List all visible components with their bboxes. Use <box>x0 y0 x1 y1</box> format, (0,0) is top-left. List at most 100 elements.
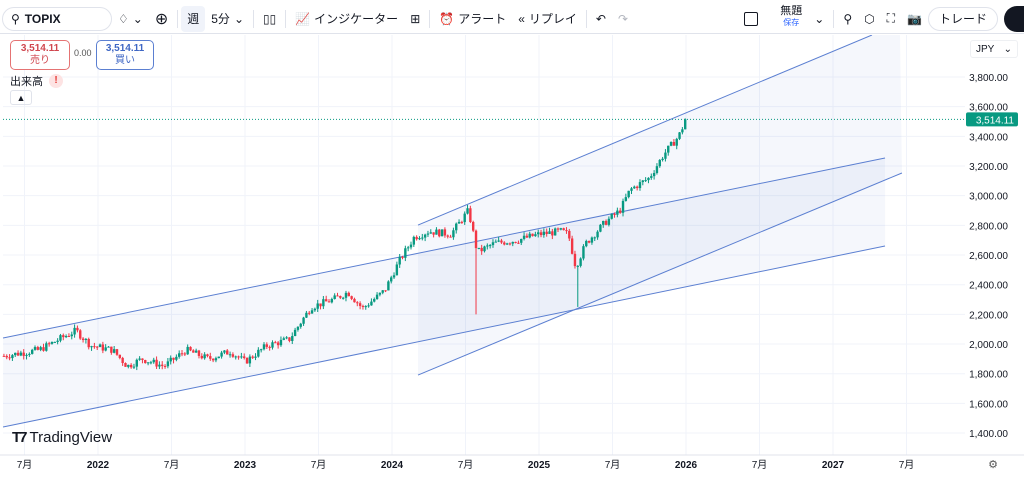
sell-button[interactable]: 3,514.11 売り <box>10 40 70 70</box>
trade-button[interactable]: トレード <box>927 6 998 31</box>
candle-body <box>638 182 642 189</box>
symbol-label: TOPIX <box>24 11 61 26</box>
candle-body <box>79 330 82 339</box>
buy-label: 買い <box>115 55 135 66</box>
templates-button[interactable]: ⊞ <box>404 6 426 32</box>
settings-button[interactable]: ⬡ <box>858 6 880 32</box>
interval-dropdown[interactable]: 5分 ⌄ <box>205 6 250 32</box>
candle-body <box>144 360 147 364</box>
warning-icon[interactable]: ! <box>49 74 63 88</box>
replay-label: リプレイ <box>528 12 577 26</box>
candle-body <box>197 350 201 356</box>
candle-body <box>655 166 659 174</box>
candle-body <box>214 358 218 361</box>
y-tick-label: 1,400.00 <box>969 429 1008 440</box>
interval-week-button[interactable]: 週 <box>181 5 206 32</box>
candle-body <box>613 213 616 215</box>
chart-type-button[interactable]: ▯▯ <box>257 6 282 32</box>
volume-indicator[interactable]: 出来高! <box>10 73 63 89</box>
steep-channel-fill <box>418 35 902 376</box>
y-tick-label: 3,600.00 <box>969 103 1008 114</box>
candle-body <box>553 228 557 236</box>
steep-channel-lower <box>417 172 903 376</box>
candle-body <box>361 305 365 307</box>
candle-body <box>573 253 577 267</box>
candle-body <box>511 241 514 244</box>
indicators-button[interactable]: 📈 インジケーター <box>289 6 404 32</box>
avatar[interactable] <box>1004 5 1024 32</box>
compare-dropdown[interactable]: ♢ ⌄ <box>112 6 149 32</box>
candle-body <box>155 359 158 367</box>
long-channel-lower <box>2 245 886 428</box>
candle-body <box>112 349 116 353</box>
layout-name[interactable]: 無題 保存 <box>774 4 808 32</box>
buy-button[interactable]: 3,514.11 買い <box>96 40 154 70</box>
replay-button[interactable]: «リプレイ <box>512 6 583 32</box>
candle-body <box>152 359 155 363</box>
candle-body <box>124 363 127 367</box>
candle-body <box>67 336 71 338</box>
candle-body <box>316 303 319 309</box>
currency-dropdown[interactable]: JPY ⌄ <box>970 40 1018 58</box>
candle-body <box>274 342 277 344</box>
symbol-search[interactable]: ⚲ TOPIX <box>2 6 112 31</box>
x-tick-label: 2023 <box>234 460 257 471</box>
fullscreen-button[interactable]: ⛶ <box>881 6 901 32</box>
axis-settings-icon[interactable]: ⚙ <box>988 459 998 471</box>
sell-label: 売り <box>30 55 50 66</box>
candle-body <box>8 357 11 359</box>
candle-body <box>76 327 79 331</box>
candle-body <box>474 230 478 249</box>
candle-body <box>621 200 625 213</box>
candle-body <box>302 317 305 324</box>
steep-channel-upper <box>417 35 873 226</box>
quick-search-button[interactable]: ⚲ <box>837 6 858 32</box>
candle-body <box>681 129 684 133</box>
candle-body <box>16 352 20 356</box>
add-symbol-button[interactable]: ⊕ <box>149 6 174 32</box>
candle-body <box>525 235 529 238</box>
undo-button[interactable]: ↶ <box>590 6 612 32</box>
candle-body <box>138 358 141 360</box>
candle-body <box>435 229 438 235</box>
candle-body <box>192 350 195 353</box>
candle-body <box>104 347 107 351</box>
divider <box>585 9 587 28</box>
candle-body <box>14 352 17 356</box>
snapshot-button[interactable]: 📷 <box>901 6 928 32</box>
candle-body <box>477 247 481 249</box>
x-tick-label: 7月 <box>605 459 621 471</box>
candle-body <box>607 218 611 225</box>
alert-button[interactable]: ⏰ アラート <box>433 6 512 32</box>
candle-body <box>378 292 382 295</box>
grid-icon: ⊞ <box>410 11 421 26</box>
candle-body <box>390 277 393 282</box>
y-tick-label: 3,400.00 <box>969 132 1008 143</box>
tradingview-logo[interactable]: T7 TradingView <box>12 429 112 446</box>
divider <box>177 9 179 28</box>
candle-body <box>565 230 568 232</box>
layout-button[interactable] <box>738 6 764 32</box>
candle-body <box>452 230 455 238</box>
candle-body <box>480 247 483 252</box>
candle-body <box>684 119 687 130</box>
candle-body <box>285 337 288 339</box>
collapse-button[interactable]: ▲ <box>10 90 32 105</box>
layout-title: 無題 <box>780 4 803 17</box>
candle-body <box>19 352 23 356</box>
diamond-icon: ♢ <box>118 11 129 26</box>
candle-body <box>401 256 404 258</box>
layout-dropdown[interactable]: ⌄ <box>808 6 830 32</box>
candle-body <box>347 292 351 297</box>
x-tick-label: 2027 <box>822 460 845 471</box>
candle-body <box>45 343 48 351</box>
candle-body <box>392 275 396 278</box>
candle-body <box>387 281 390 291</box>
price-chart[interactable]: 1,400.00 1,600.00 1,800.00 2,000.00 2,200.00… <box>0 35 1024 477</box>
candle-body <box>542 231 546 236</box>
candle-body <box>505 243 509 245</box>
redo-button[interactable]: ↷ <box>612 6 634 32</box>
candle-body <box>129 364 133 368</box>
x-tick-label: 2024 <box>381 460 404 471</box>
candle-body <box>494 241 498 243</box>
